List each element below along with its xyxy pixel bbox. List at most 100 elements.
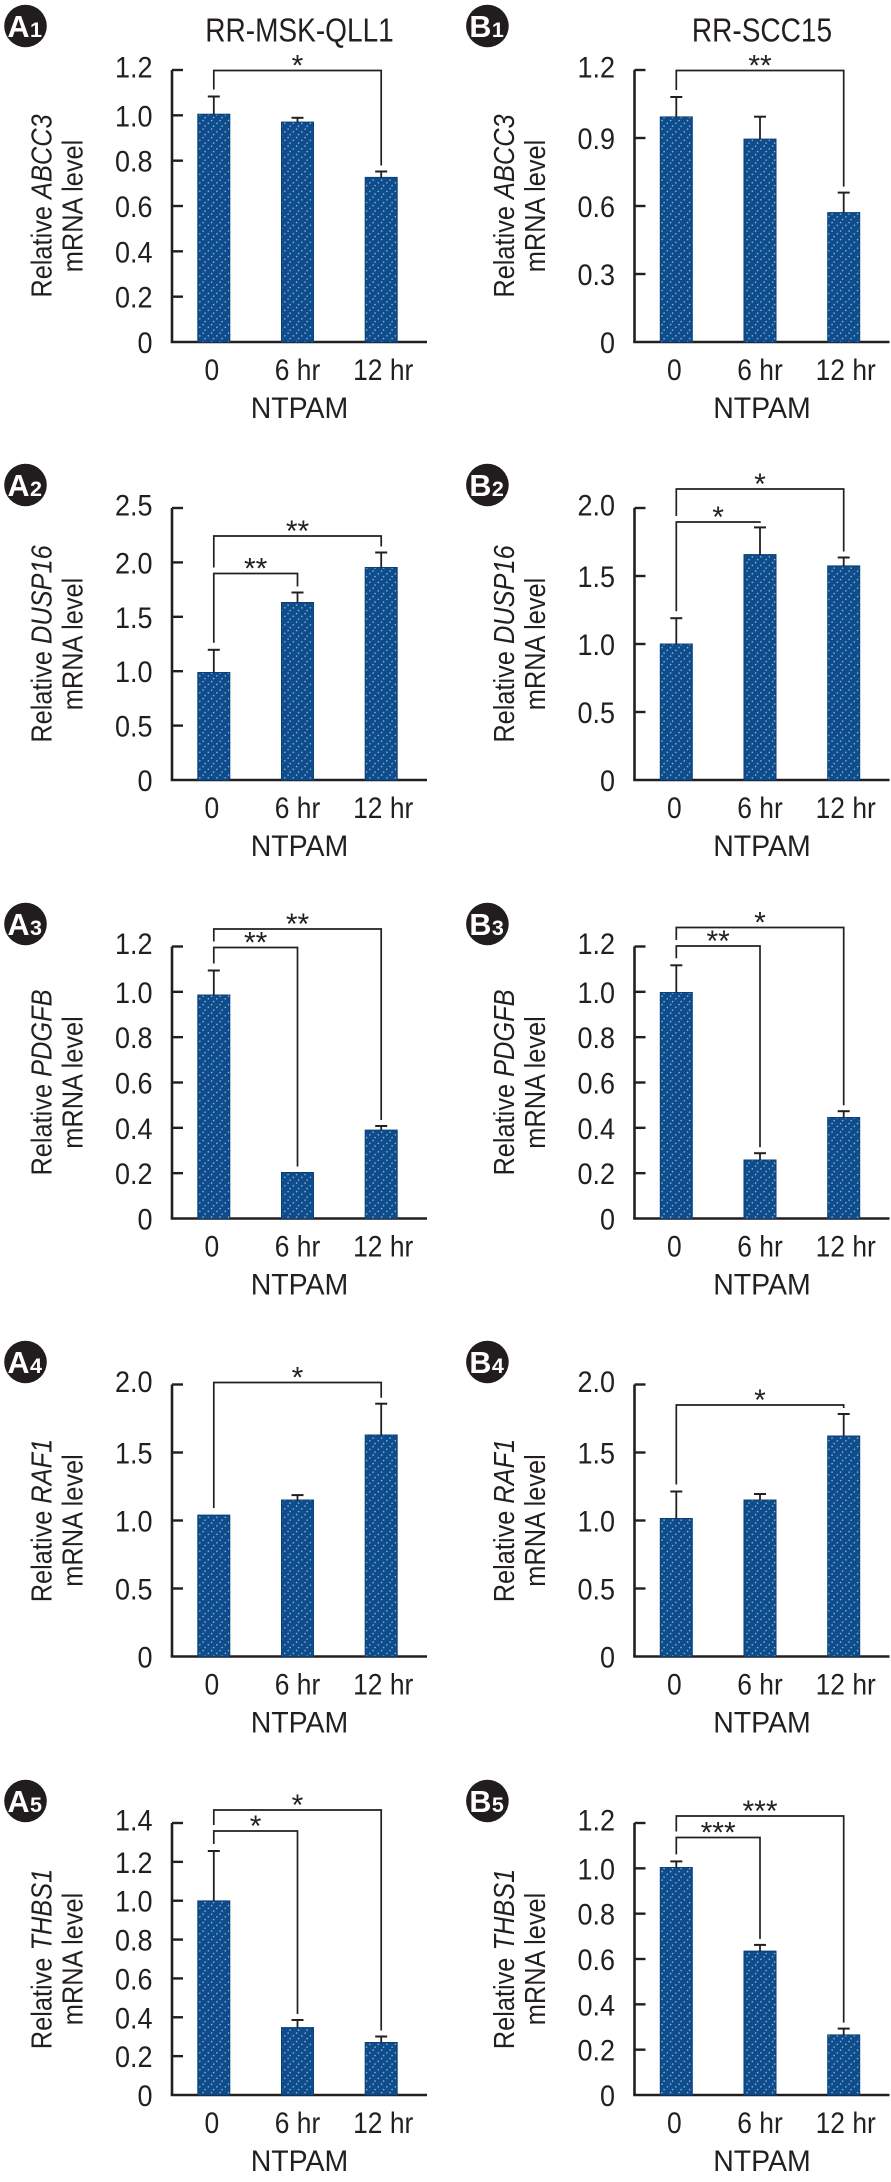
svg-text:0.4: 0.4 xyxy=(577,1113,615,1147)
svg-text:0: 0 xyxy=(667,352,682,386)
svg-text:mRNA level: mRNA level xyxy=(56,1016,89,1148)
svg-text:**: ** xyxy=(286,908,310,941)
svg-text:0: 0 xyxy=(137,1641,152,1675)
svg-text:mRNA level: mRNA level xyxy=(56,578,89,710)
svg-text:mRNA level: mRNA level xyxy=(56,140,89,272)
svg-text:6 hr: 6 hr xyxy=(737,2105,782,2139)
svg-text:NTPAM: NTPAM xyxy=(251,1269,349,1302)
svg-text:Relative ABCC3: Relative ABCC3 xyxy=(25,114,58,297)
svg-text:0: 0 xyxy=(137,1203,152,1237)
svg-text:Relative DUSP16: Relative DUSP16 xyxy=(487,545,520,743)
svg-text:*: * xyxy=(292,1789,304,1822)
svg-text:1.2: 1.2 xyxy=(577,51,615,85)
svg-text:1.0: 1.0 xyxy=(577,1505,615,1539)
svg-text:2.5: 2.5 xyxy=(115,489,153,523)
svg-text:0: 0 xyxy=(204,2105,219,2139)
svg-text:1.2: 1.2 xyxy=(577,928,615,962)
svg-text:1.0: 1.0 xyxy=(115,656,153,690)
svg-text:**: ** xyxy=(244,927,268,960)
svg-text:mRNA level: mRNA level xyxy=(518,1893,551,2025)
svg-text:Relative THBS1: Relative THBS1 xyxy=(25,1869,58,2049)
svg-text:0.6: 0.6 xyxy=(115,1067,153,1101)
svg-text:NTPAM: NTPAM xyxy=(713,1269,811,1302)
svg-text:A2: A2 xyxy=(8,469,43,503)
svg-text:6 hr: 6 hr xyxy=(275,352,320,386)
svg-text:NTPAM: NTPAM xyxy=(251,830,349,863)
svg-text:0.6: 0.6 xyxy=(577,1067,615,1101)
svg-text:NTPAM: NTPAM xyxy=(251,2145,349,2178)
svg-text:B1: B1 xyxy=(469,10,504,44)
svg-text:0: 0 xyxy=(137,765,152,799)
svg-text:NTPAM: NTPAM xyxy=(713,1707,811,1740)
svg-text:0.4: 0.4 xyxy=(577,1989,615,2023)
svg-text:Relative THBS1: Relative THBS1 xyxy=(487,1869,520,2049)
svg-text:0.8: 0.8 xyxy=(577,1898,615,1932)
svg-text:NTPAM: NTPAM xyxy=(251,1707,349,1740)
svg-text:0: 0 xyxy=(204,1667,219,1701)
svg-text:0.6: 0.6 xyxy=(115,1963,153,1997)
svg-text:0.9: 0.9 xyxy=(577,123,615,157)
svg-text:mRNA level: mRNA level xyxy=(518,578,551,710)
svg-text:Relative ABCC3: Relative ABCC3 xyxy=(487,114,520,297)
svg-text:mRNA level: mRNA level xyxy=(518,1454,551,1586)
svg-text:Relative PDGFB: Relative PDGFB xyxy=(487,989,520,1175)
svg-text:6 hr: 6 hr xyxy=(737,1667,782,1701)
svg-text:0.5: 0.5 xyxy=(115,1573,153,1607)
svg-text:0: 0 xyxy=(600,1203,615,1237)
svg-text:1.5: 1.5 xyxy=(577,1437,615,1471)
svg-text:12 hr: 12 hr xyxy=(816,1667,876,1701)
svg-text:0.8: 0.8 xyxy=(115,1022,153,1056)
svg-text:NTPAM: NTPAM xyxy=(713,830,811,863)
svg-text:12 hr: 12 hr xyxy=(816,2105,876,2139)
svg-text:6 hr: 6 hr xyxy=(275,2105,320,2139)
svg-text:0.3: 0.3 xyxy=(577,259,615,293)
svg-text:0.4: 0.4 xyxy=(115,1113,153,1147)
svg-text:1.0: 1.0 xyxy=(115,1505,153,1539)
svg-text:NTPAM: NTPAM xyxy=(251,392,349,425)
svg-text:B2: B2 xyxy=(469,469,504,503)
svg-text:A1: A1 xyxy=(8,10,43,44)
svg-text:0: 0 xyxy=(204,1229,219,1263)
svg-text:0: 0 xyxy=(600,765,615,799)
svg-text:0.8: 0.8 xyxy=(115,1924,153,1958)
svg-text:**: ** xyxy=(706,925,730,958)
svg-text:0: 0 xyxy=(600,2080,615,2114)
svg-text:**: ** xyxy=(286,515,310,548)
svg-text:mRNA level: mRNA level xyxy=(518,1016,551,1148)
svg-text:0.6: 0.6 xyxy=(115,191,153,225)
svg-text:0.2: 0.2 xyxy=(115,281,153,315)
svg-text:0.2: 0.2 xyxy=(577,1158,615,1192)
svg-text:0: 0 xyxy=(667,2105,682,2139)
svg-text:B3: B3 xyxy=(469,908,504,942)
svg-text:*: * xyxy=(754,468,766,501)
svg-text:*: * xyxy=(754,907,766,940)
svg-text:B5: B5 xyxy=(469,1785,504,1819)
svg-text:1.0: 1.0 xyxy=(577,1853,615,1887)
svg-text:*: * xyxy=(292,1362,304,1395)
svg-text:0.4: 0.4 xyxy=(115,2002,153,2036)
svg-text:0: 0 xyxy=(667,1229,682,1263)
svg-text:0: 0 xyxy=(667,1667,682,1701)
svg-text:*: * xyxy=(250,1810,262,1843)
svg-text:0.2: 0.2 xyxy=(115,1158,153,1192)
svg-text:1.2: 1.2 xyxy=(115,928,153,962)
svg-text:Relative RAF1: Relative RAF1 xyxy=(25,1439,58,1603)
svg-text:12 hr: 12 hr xyxy=(816,352,876,386)
svg-text:2.0: 2.0 xyxy=(115,1366,153,1400)
svg-text:0.5: 0.5 xyxy=(115,710,153,744)
svg-text:6 hr: 6 hr xyxy=(737,1229,782,1263)
svg-text:0.5: 0.5 xyxy=(577,1573,615,1607)
svg-text:12 hr: 12 hr xyxy=(816,790,876,824)
svg-text:**: ** xyxy=(748,50,772,83)
svg-text:0.8: 0.8 xyxy=(115,145,153,179)
svg-text:12 hr: 12 hr xyxy=(816,1229,876,1263)
svg-text:1.0: 1.0 xyxy=(115,1885,153,1919)
svg-text:12 hr: 12 hr xyxy=(353,1229,413,1263)
svg-text:1.0: 1.0 xyxy=(115,100,153,134)
svg-text:2.0: 2.0 xyxy=(115,547,153,581)
svg-text:6 hr: 6 hr xyxy=(275,1229,320,1263)
svg-text:1.4: 1.4 xyxy=(115,1804,153,1838)
svg-text:A4: A4 xyxy=(8,1346,43,1380)
svg-text:6 hr: 6 hr xyxy=(737,352,782,386)
svg-text:0.6: 0.6 xyxy=(577,191,615,225)
